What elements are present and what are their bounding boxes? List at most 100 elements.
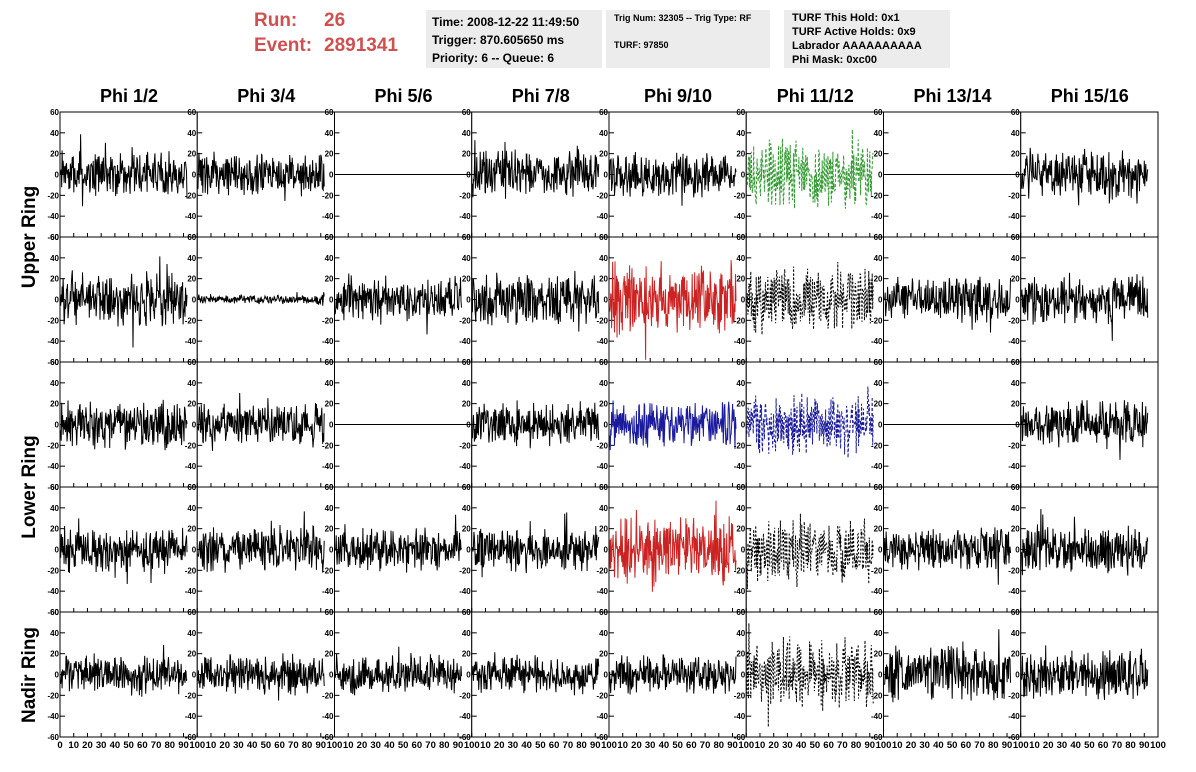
y-tick-label: 60	[599, 233, 608, 242]
waveform-trace	[471, 652, 600, 696]
y-tick-label: -60	[47, 608, 59, 617]
y-tick-label: 20	[736, 650, 745, 659]
y-tick-label: 20	[50, 525, 59, 534]
y-tick-label: 20	[187, 525, 196, 534]
y-tick-label: 20	[325, 150, 334, 159]
x-tick-label: 50	[947, 740, 958, 751]
y-tick-label: 20	[187, 650, 196, 659]
run-label: Run:	[254, 10, 298, 31]
y-tick-label: 0	[878, 546, 883, 555]
y-tick-label: 20	[187, 400, 196, 409]
x-tick-label: 60	[823, 740, 834, 751]
y-tick-label: 0	[604, 296, 609, 305]
y-tick-label: -20	[1008, 566, 1020, 575]
y-tick-label: -40	[1008, 587, 1020, 596]
y-tick-label: 40	[1011, 629, 1020, 638]
x-tick-label: 20	[631, 740, 642, 751]
x-tick-label: 40	[384, 740, 395, 751]
y-tick-label: -40	[734, 587, 746, 596]
x-tick-label: 30	[233, 740, 244, 751]
waveform-trace	[471, 512, 600, 578]
y-tick-label: -40	[1008, 337, 1020, 346]
y-tick-label: 60	[187, 108, 196, 117]
turf-active-line: TURF Active Holds: 0x9	[792, 26, 916, 38]
y-tick-label: 20	[874, 400, 883, 409]
x-tick-label: 90	[315, 740, 326, 751]
y-tick-label: -20	[459, 316, 471, 325]
y-tick-label: -20	[871, 316, 883, 325]
y-tick-label: 0	[1015, 546, 1020, 555]
y-tick-label: 40	[50, 379, 59, 388]
waveform-trace	[197, 292, 325, 306]
y-tick-label: 0	[192, 671, 197, 680]
column-header: Phi 3/4	[237, 86, 296, 106]
y-tick-label: -40	[459, 212, 471, 221]
y-tick-label: 40	[1011, 504, 1020, 513]
x-tick-label: 50	[1084, 740, 1095, 751]
column-header: Phi 9/10	[643, 86, 713, 106]
y-tick-label: 20	[462, 275, 471, 284]
y-tick-label: -20	[47, 191, 59, 200]
y-tick-label: 40	[1011, 254, 1020, 263]
y-tick-label: -20	[459, 691, 471, 700]
y-tick-label: 60	[874, 358, 883, 367]
y-tick-label: 20	[50, 400, 59, 409]
waveform-trace	[60, 399, 188, 451]
waveform-trace	[609, 400, 737, 451]
y-tick-label: 60	[50, 483, 59, 492]
y-tick-label: -40	[47, 587, 59, 596]
column-header: Phi 11/12	[776, 86, 854, 106]
x-tick-label: 30	[96, 740, 107, 751]
y-tick-label: 20	[325, 400, 334, 409]
y-tick-label: -20	[871, 691, 883, 700]
y-tick-label: -40	[322, 337, 334, 346]
y-tick-label: 20	[325, 650, 334, 659]
waveform-trace	[1020, 272, 1149, 341]
y-tick-label: 0	[466, 296, 471, 305]
y-tick-label: 40	[50, 629, 59, 638]
x-tick-label: 60	[961, 740, 972, 751]
y-tick-label: 20	[462, 650, 471, 659]
y-tick-label: -40	[459, 712, 471, 721]
waveform-trace	[60, 518, 188, 585]
y-tick-label: -60	[47, 733, 59, 742]
x-tick-label: 10	[480, 740, 491, 751]
y-tick-label: 40	[599, 254, 608, 263]
x-tick-label: 70	[288, 740, 299, 751]
y-tick-label: 20	[599, 400, 608, 409]
x-tick-label: 10	[892, 740, 903, 751]
y-tick-label: 0	[192, 171, 197, 180]
x-tick-label: 90	[1002, 740, 1013, 751]
y-tick-label: 20	[874, 150, 883, 159]
y-tick-label: 60	[325, 108, 334, 117]
event-value: 2891341	[324, 35, 398, 56]
x-tick-label: 100	[189, 740, 205, 751]
y-tick-label: -20	[322, 441, 334, 450]
y-tick-label: 60	[736, 358, 745, 367]
y-tick-label: -20	[459, 566, 471, 575]
y-tick-label: -40	[185, 337, 197, 346]
column-header: Phi 15/16	[1050, 86, 1129, 106]
y-tick-label: -40	[734, 212, 746, 221]
x-tick-label: 40	[933, 740, 944, 751]
y-tick-label: 0	[741, 171, 746, 180]
y-tick-label: 40	[325, 504, 334, 513]
x-tick-label: 30	[370, 740, 381, 751]
y-tick-label: 60	[462, 483, 471, 492]
y-tick-label: -20	[1008, 316, 1020, 325]
y-tick-label: 0	[878, 671, 883, 680]
trigger-line: Trigger: 870.605650 ms	[432, 33, 565, 47]
y-tick-label: -40	[47, 212, 59, 221]
waveform-trace	[197, 151, 325, 202]
